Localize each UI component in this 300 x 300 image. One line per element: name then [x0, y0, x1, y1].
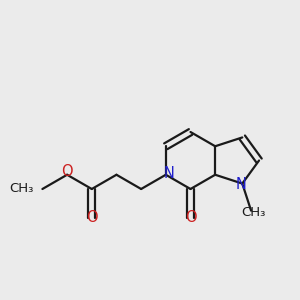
Text: O: O: [61, 164, 73, 179]
Text: O: O: [86, 210, 98, 225]
Text: N: N: [235, 177, 246, 192]
Text: CH₃: CH₃: [10, 182, 34, 196]
Text: O: O: [185, 210, 196, 225]
Text: N: N: [164, 166, 175, 181]
Text: CH₃: CH₃: [241, 206, 266, 219]
